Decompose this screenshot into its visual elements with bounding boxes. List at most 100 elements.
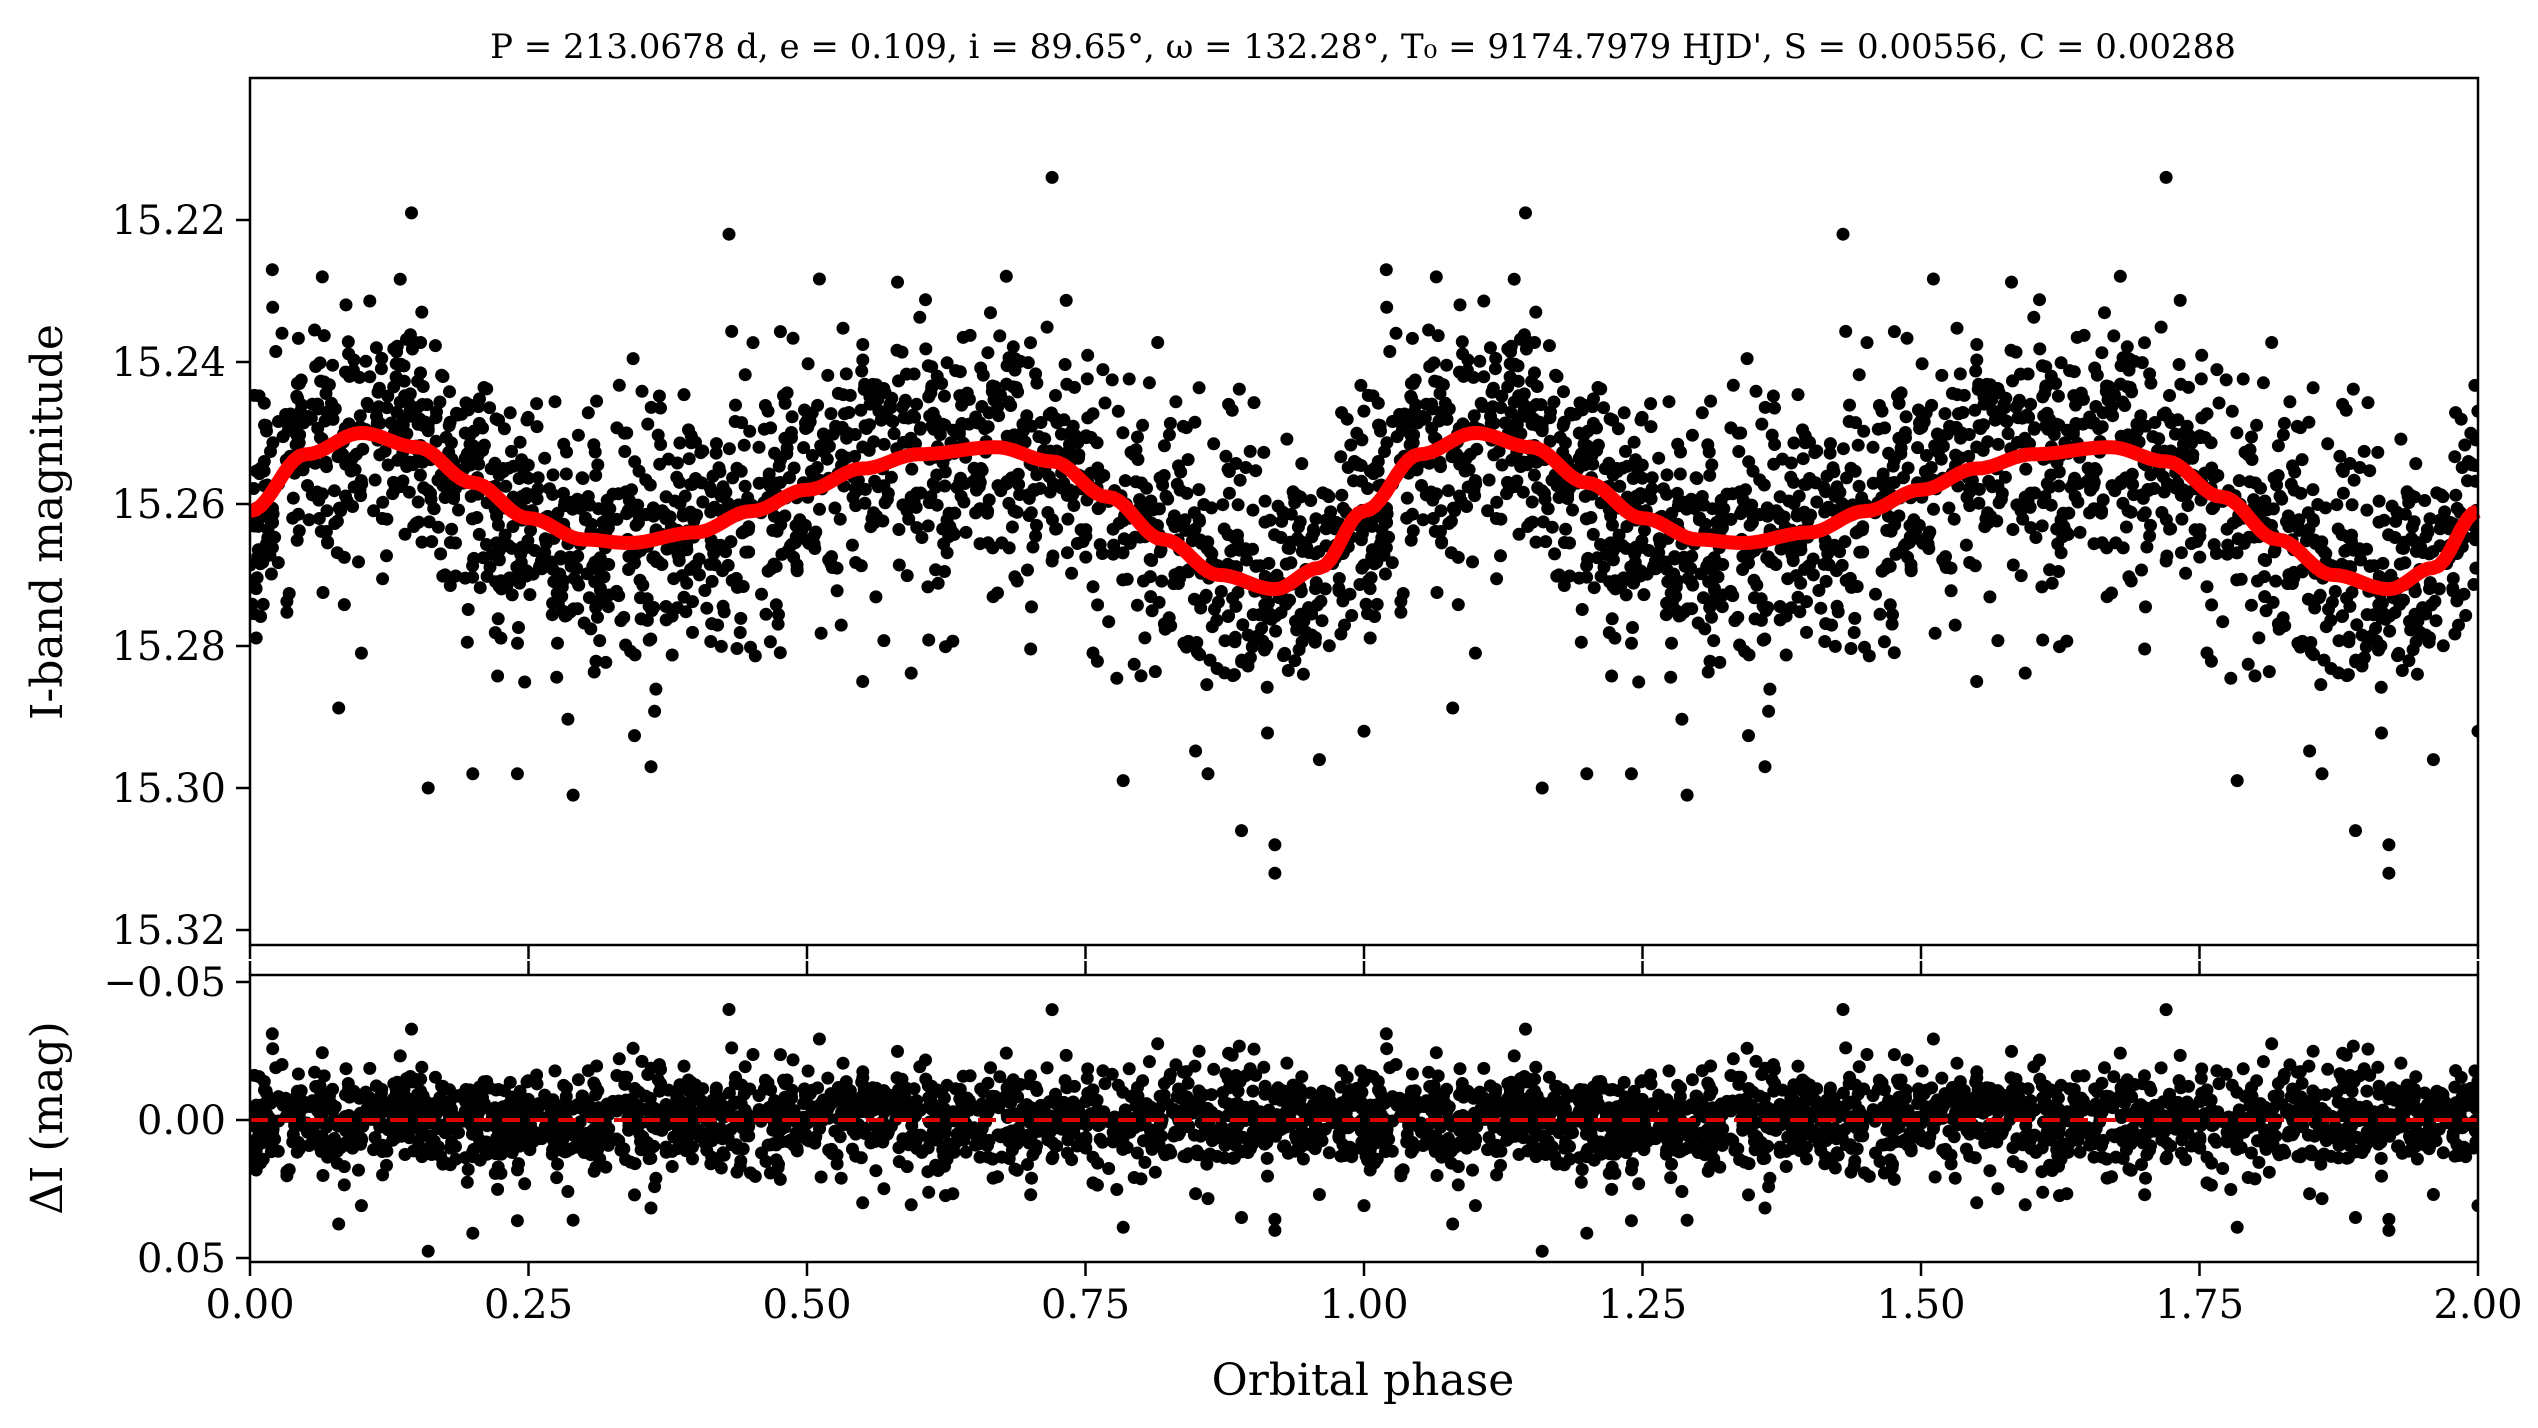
data-point	[864, 520, 878, 534]
residual-point	[653, 1084, 667, 1098]
residual-point	[476, 1091, 489, 1105]
data-point	[849, 556, 863, 569]
data-point	[780, 386, 794, 400]
data-point	[900, 504, 914, 518]
data-point	[2413, 625, 2427, 639]
data-point	[987, 393, 1001, 407]
data-point	[2024, 521, 2038, 535]
residual-point	[301, 1125, 314, 1139]
data-point	[2250, 418, 2264, 432]
data-point	[1102, 615, 1116, 629]
residual-point	[1116, 1085, 1130, 1099]
data-point	[1247, 396, 1261, 410]
data-point	[677, 590, 691, 604]
data-point	[1394, 605, 1408, 619]
data-point	[1049, 522, 1063, 536]
top-data-points	[250, 170, 2478, 880]
residual-point	[773, 1172, 787, 1186]
data-point	[2095, 346, 2109, 360]
residual-point	[801, 1064, 815, 1078]
y-tick-label: 15.30	[111, 766, 226, 812]
data-point	[1193, 648, 1207, 662]
data-point	[594, 584, 608, 598]
data-point	[2406, 643, 2420, 657]
data-point	[1669, 589, 1683, 603]
data-point	[982, 493, 996, 507]
data-point	[1177, 518, 1190, 532]
data-point	[2275, 616, 2289, 630]
data-point	[2035, 580, 2049, 594]
data-point	[363, 370, 377, 384]
data-point	[1030, 468, 1044, 482]
residual-point	[339, 1136, 352, 1150]
residual-point	[1025, 1171, 1038, 1185]
data-point	[505, 444, 518, 458]
data-point	[1494, 549, 1507, 563]
data-point	[1899, 410, 1913, 424]
data-point	[1079, 523, 1093, 537]
data-point	[963, 328, 977, 342]
data-point	[2248, 476, 2262, 490]
data-point	[677, 388, 691, 402]
data-point	[670, 601, 684, 615]
data-point	[601, 521, 615, 535]
data-point	[1763, 682, 1777, 696]
data-point	[1231, 498, 1245, 512]
data-point	[808, 542, 822, 555]
data-point	[769, 559, 783, 573]
data-point	[2423, 582, 2436, 596]
data-point	[1448, 446, 1462, 460]
data-point	[1336, 501, 1350, 515]
data-point	[1660, 596, 1674, 610]
data-point	[1091, 502, 1105, 516]
residual-point	[1148, 1165, 1162, 1179]
data-point	[402, 485, 416, 499]
data-point	[2459, 609, 2473, 622]
data-point	[1481, 504, 1495, 518]
residual-point	[1157, 1077, 1171, 1091]
data-point	[1585, 449, 1599, 463]
data-point	[1977, 390, 1991, 404]
data-point	[1761, 550, 1775, 564]
data-point	[1669, 580, 1683, 594]
data-point	[1357, 404, 1371, 418]
data-point	[421, 484, 435, 498]
data-point	[2360, 503, 2374, 517]
data-point	[250, 482, 261, 495]
data-point	[955, 398, 969, 412]
data-point	[1747, 573, 1761, 587]
data-point	[2382, 866, 2396, 880]
residual-point	[1079, 1130, 1093, 1144]
data-point	[290, 533, 304, 547]
data-point	[1608, 582, 1622, 596]
data-point	[1058, 358, 1072, 371]
data-point	[406, 458, 420, 472]
data-point	[1945, 386, 1959, 400]
data-point	[1021, 563, 1034, 577]
data-point	[1095, 547, 1109, 560]
data-point	[2468, 378, 2478, 392]
data-point	[593, 634, 607, 648]
data-point	[980, 506, 994, 520]
residual-point	[814, 1170, 828, 1184]
data-point	[2295, 634, 2309, 648]
data-point	[1884, 476, 1898, 490]
residual-point	[986, 1171, 1000, 1185]
data-point	[1296, 667, 1310, 681]
data-point	[2385, 499, 2399, 513]
data-point	[1812, 584, 1826, 597]
residual-point	[900, 1134, 914, 1148]
data-point	[1181, 634, 1195, 648]
data-point	[1602, 626, 1616, 640]
data-point	[1839, 324, 1853, 338]
data-point	[762, 467, 776, 481]
data-point	[955, 417, 969, 430]
data-point	[280, 605, 294, 619]
data-point	[1201, 767, 1215, 781]
data-point	[1575, 603, 1589, 616]
residual-point	[1246, 1084, 1260, 1098]
data-point	[1350, 426, 1364, 440]
data-point	[1482, 473, 1496, 487]
data-point	[2306, 483, 2320, 497]
data-point	[2248, 669, 2262, 683]
